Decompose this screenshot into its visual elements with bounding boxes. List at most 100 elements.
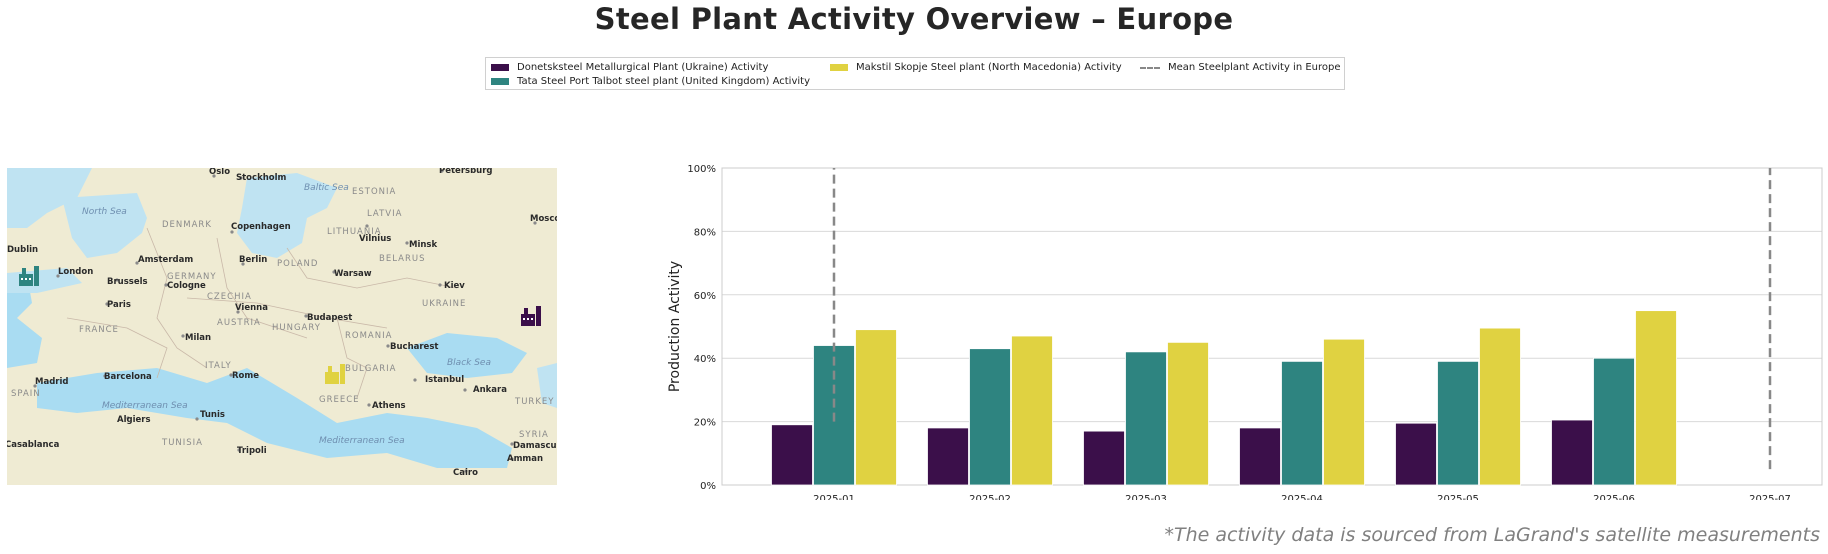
map-sea-northsea — [62, 193, 147, 258]
x-tick-label: 2025-07 — [1749, 494, 1791, 500]
map-label: POLAND — [277, 259, 318, 269]
bar — [927, 427, 969, 486]
activity-chart: 0% 20% 40% 60% 80% 100% Production Activity 202… — [660, 160, 1828, 505]
x-tick-label: 2025-02 — [969, 494, 1011, 500]
map-label: LATVIA — [367, 209, 402, 219]
y-tick-label: 20% — [694, 418, 716, 429]
map-label: TUNISIA — [161, 438, 203, 448]
map-label: Bucharest — [390, 342, 438, 352]
map-label: UKRAINE — [422, 299, 466, 309]
donetsk-plant-icon — [521, 306, 541, 326]
legend-swatch-mean — [1140, 66, 1160, 69]
europe-map: Oslo Stockholm Petersburg Copenhagen Vil… — [7, 168, 557, 485]
bar — [1281, 360, 1323, 486]
x-tick-label: 2025-05 — [1437, 494, 1479, 500]
map-label: Damascus — [513, 441, 557, 451]
map-label: Warsaw — [334, 269, 372, 279]
legend-label-makstil: Makstil Skopje Steel plant (North Macedo… — [856, 62, 1122, 73]
map-label: Algiers — [117, 415, 151, 425]
map-label: GREECE — [319, 395, 360, 405]
y-tick-label: 0% — [700, 481, 716, 492]
bar — [1479, 327, 1521, 486]
map-label: Minsk — [409, 240, 437, 250]
y-tick-label: 60% — [694, 291, 716, 302]
legend-swatch-tata — [491, 78, 509, 85]
y-tick-label: 100% — [687, 164, 716, 175]
map-label: Casablanca — [7, 440, 60, 450]
map-label: BELARUS — [379, 254, 425, 264]
map-label: Vilnius — [359, 234, 391, 244]
map-label: Mediterranean Sea — [319, 436, 405, 446]
y-tick-label: 80% — [694, 227, 716, 238]
bar — [1125, 351, 1167, 486]
legend-label-donetsk: Donetsksteel Metallurgical Plant (Ukrain… — [517, 62, 769, 73]
x-tick-label: 2025-04 — [1281, 494, 1323, 500]
map-label: Tripoli — [237, 446, 267, 456]
map-label: Mediterranean Sea — [102, 401, 188, 411]
map-label: Budapest — [307, 313, 352, 323]
map-label: Dublin — [7, 245, 38, 255]
map-label: Tunis — [200, 410, 225, 420]
legend-swatch-donetsk — [491, 64, 509, 71]
map-label: London — [58, 267, 93, 277]
bar — [1083, 430, 1125, 486]
map-label: Amsterdam — [138, 255, 193, 265]
y-tick-label: 40% — [694, 354, 716, 365]
map-label: Athens — [372, 401, 406, 411]
map-label: Baltic Sea — [304, 183, 349, 193]
footnote: *The activity data is sourced from LaGra… — [1164, 524, 1820, 546]
map-label: Rome — [232, 371, 259, 381]
map-label: TURKEY — [514, 397, 554, 407]
map-label: Copenhagen — [231, 222, 291, 232]
map-label: Paris — [107, 300, 131, 310]
makstil-plant-icon — [325, 364, 345, 384]
map-label: ROMANIA — [345, 331, 392, 341]
map-sea-caspian — [537, 363, 557, 408]
bar — [1395, 422, 1437, 486]
x-tick-label: 2025-06 — [1593, 494, 1635, 500]
bar — [855, 329, 897, 486]
map-label: Madrid — [35, 377, 68, 387]
map-sea-atlantic — [7, 286, 42, 368]
map-label: CZECHIA — [207, 292, 252, 302]
map-label: Istanbul — [425, 375, 464, 385]
map-label: LITHUANIA — [327, 227, 382, 237]
y-axis-label: Production Activity — [667, 261, 683, 392]
bar — [771, 424, 813, 486]
legend-label-tata: Tata Steel Port Talbot steel plant (Unit… — [517, 76, 810, 87]
map-label: Amman — [507, 454, 543, 464]
map-label: FRANCE — [79, 325, 119, 335]
map-label: AUSTRIA — [217, 318, 261, 328]
map-label: Cairo — [453, 468, 478, 478]
map-label: SPAIN — [11, 389, 41, 399]
bar — [1635, 310, 1677, 486]
map-label: GERMANY — [167, 272, 217, 282]
map-label: Moscow — [530, 214, 557, 224]
tata-plant-icon — [19, 266, 39, 286]
map-label: Petersburg — [439, 168, 493, 176]
x-tick-label: 2025-01 — [813, 494, 855, 500]
map-sea-black — [407, 333, 527, 378]
legend-item-donetsk: Donetsksteel Metallurgical Plant (Ukrain… — [491, 62, 768, 73]
map-label: Vienna — [235, 303, 268, 313]
map-label: ESTONIA — [352, 187, 396, 197]
map-label: Milan — [185, 333, 211, 343]
map-label: SYRIA — [519, 430, 549, 440]
map-label: North Sea — [82, 207, 127, 217]
bar — [1551, 419, 1593, 486]
map-sea-north — [7, 168, 92, 228]
map-sea-baltic — [237, 173, 337, 258]
bar — [1323, 338, 1365, 486]
bar — [1011, 335, 1053, 486]
legend-item-mean: Mean Steelplant Activity in Europe — [1140, 62, 1341, 73]
map-label: Berlin — [239, 255, 267, 265]
map-label: Cologne — [167, 281, 206, 291]
map-label: Brussels — [107, 277, 148, 287]
map-label: Ankara — [473, 385, 507, 395]
map-label: Stockholm — [236, 173, 287, 183]
legend-swatch-makstil — [830, 64, 848, 71]
chart-legend: Donetsksteel Metallurgical Plant (Ukrain… — [485, 57, 1345, 90]
map-label: Black Sea — [447, 358, 491, 368]
legend-label-mean: Mean Steelplant Activity in Europe — [1168, 62, 1341, 73]
map-label: DENMARK — [162, 220, 212, 230]
